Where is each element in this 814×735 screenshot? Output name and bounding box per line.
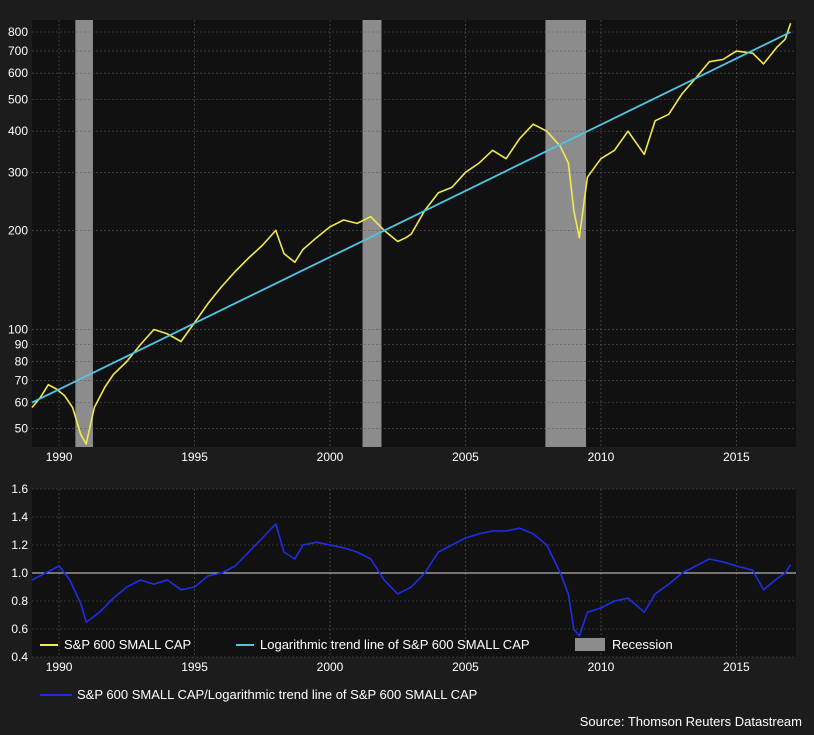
price-y-tick-label: 300 [8,165,28,179]
recession-band-1 [75,20,93,447]
ratio-x-tick-label: 2010 [588,660,615,674]
price-y-tick-label: 600 [8,66,28,80]
price-x-tick-label: 1990 [46,450,73,464]
price-x-tick-label: 2015 [723,450,750,464]
price-x-axis: 1990 1995 2000 2005 2010 2015 [46,450,750,464]
ratio-chart: 0.4 0.6 0.8 1.0 1.2 1.4 1.6 1990 1995 2000 2005 20… [11,482,796,674]
ratio-x-tick-label: 1995 [181,660,208,674]
price-y-tick-label: 50 [15,422,29,436]
ratio-y-tick-label: 1.6 [11,482,28,496]
price-y-tick-label: 90 [15,338,29,352]
legend-swatch-recession [575,638,605,651]
series-line-ratio [31,523,792,637]
recession-band-2 [362,20,382,447]
ratio-y-tick-label: 0.4 [11,650,28,664]
ratio-x-axis: 1990 1995 2000 2005 2010 2015 [46,660,750,674]
price-y-tick-label: 800 [8,25,28,39]
source-note: Source: Thomson Reuters Datastream [580,714,802,729]
legend-label-small-cap: S&P 600 SMALL CAP [64,637,191,652]
legend: S&P 600 SMALL CAP Logarithmic trend line… [40,637,673,702]
ratio-y-tick-label: 1.4 [11,510,28,524]
legend-label-trend: Logarithmic trend line of S&P 600 SMALL … [260,637,530,652]
price-y-tick-label: 500 [8,92,28,106]
series-line-small-cap [31,23,792,445]
price-x-tick-label: 2000 [317,450,344,464]
ratio-y-tick-label: 0.8 [11,594,28,608]
ratio-y-tick-label: 0.6 [11,622,28,636]
ratio-y-axis: 0.4 0.6 0.8 1.0 1.2 1.4 1.6 [11,482,28,664]
price-x-tick-label: 2010 [588,450,615,464]
price-y-tick-label: 100 [8,323,28,337]
price-y-tick-label: 700 [8,44,28,58]
legend-label-recession: Recession [612,637,673,652]
price-series [31,23,792,445]
series-line-trend [31,31,791,404]
price-y-tick-label: 400 [8,124,28,138]
price-y-tick-label: 70 [15,374,29,388]
ratio-gridlines [32,488,796,658]
price-plot-area [32,20,796,447]
ratio-series [31,523,792,637]
price-y-tick-label: 200 [8,223,28,237]
price-y-tick-label: 60 [15,396,29,410]
ratio-y-tick-label: 1.2 [11,538,28,552]
ratio-x-tick-label: 2000 [317,660,344,674]
ratio-x-tick-label: 2015 [723,660,750,674]
price-x-tick-label: 1995 [181,450,208,464]
ratio-y-tick-label: 1.0 [11,566,28,580]
legend-label-ratio: S&P 600 SMALL CAP/Logarithmic trend line… [77,687,477,702]
ratio-x-tick-label: 2005 [452,660,479,674]
ratio-x-tick-label: 1990 [46,660,73,674]
price-x-tick-label: 2005 [452,450,479,464]
price-y-tick-label: 80 [15,354,29,368]
